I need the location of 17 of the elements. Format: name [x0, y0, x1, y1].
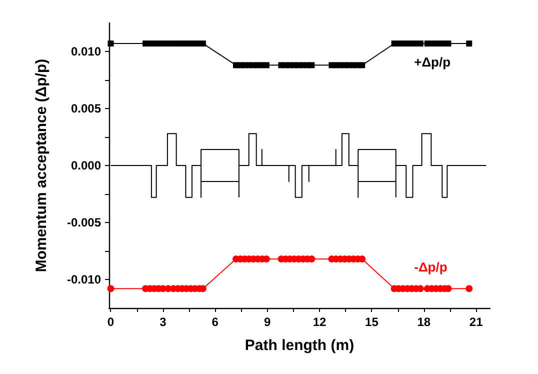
- x-tick-label: 12: [312, 315, 326, 329]
- x-axis-title: Path length (m): [244, 337, 354, 354]
- y-tick-label: -0.010: [66, 272, 102, 286]
- series-label: +Δp/p: [414, 54, 451, 70]
- x-tick-label: 3: [160, 315, 167, 329]
- x-tick-label: 18: [417, 315, 431, 329]
- y-tick-label: 0.000: [70, 158, 102, 172]
- x-tick-label: 15: [365, 315, 379, 329]
- x-tick-label: 21: [469, 315, 484, 329]
- y-tick-label: 0.005: [70, 102, 102, 116]
- x-tick-label: 0: [107, 315, 114, 329]
- x-tick-label: 9: [264, 315, 271, 329]
- series-label: -Δp/p: [414, 260, 448, 275]
- y-axis-title: Momentum acceptance (Δp/p): [33, 58, 50, 272]
- x-tick-label: 6: [212, 315, 219, 329]
- y-tick-label: -0.005: [66, 216, 102, 230]
- y-tick-label: 0.010: [70, 44, 102, 58]
